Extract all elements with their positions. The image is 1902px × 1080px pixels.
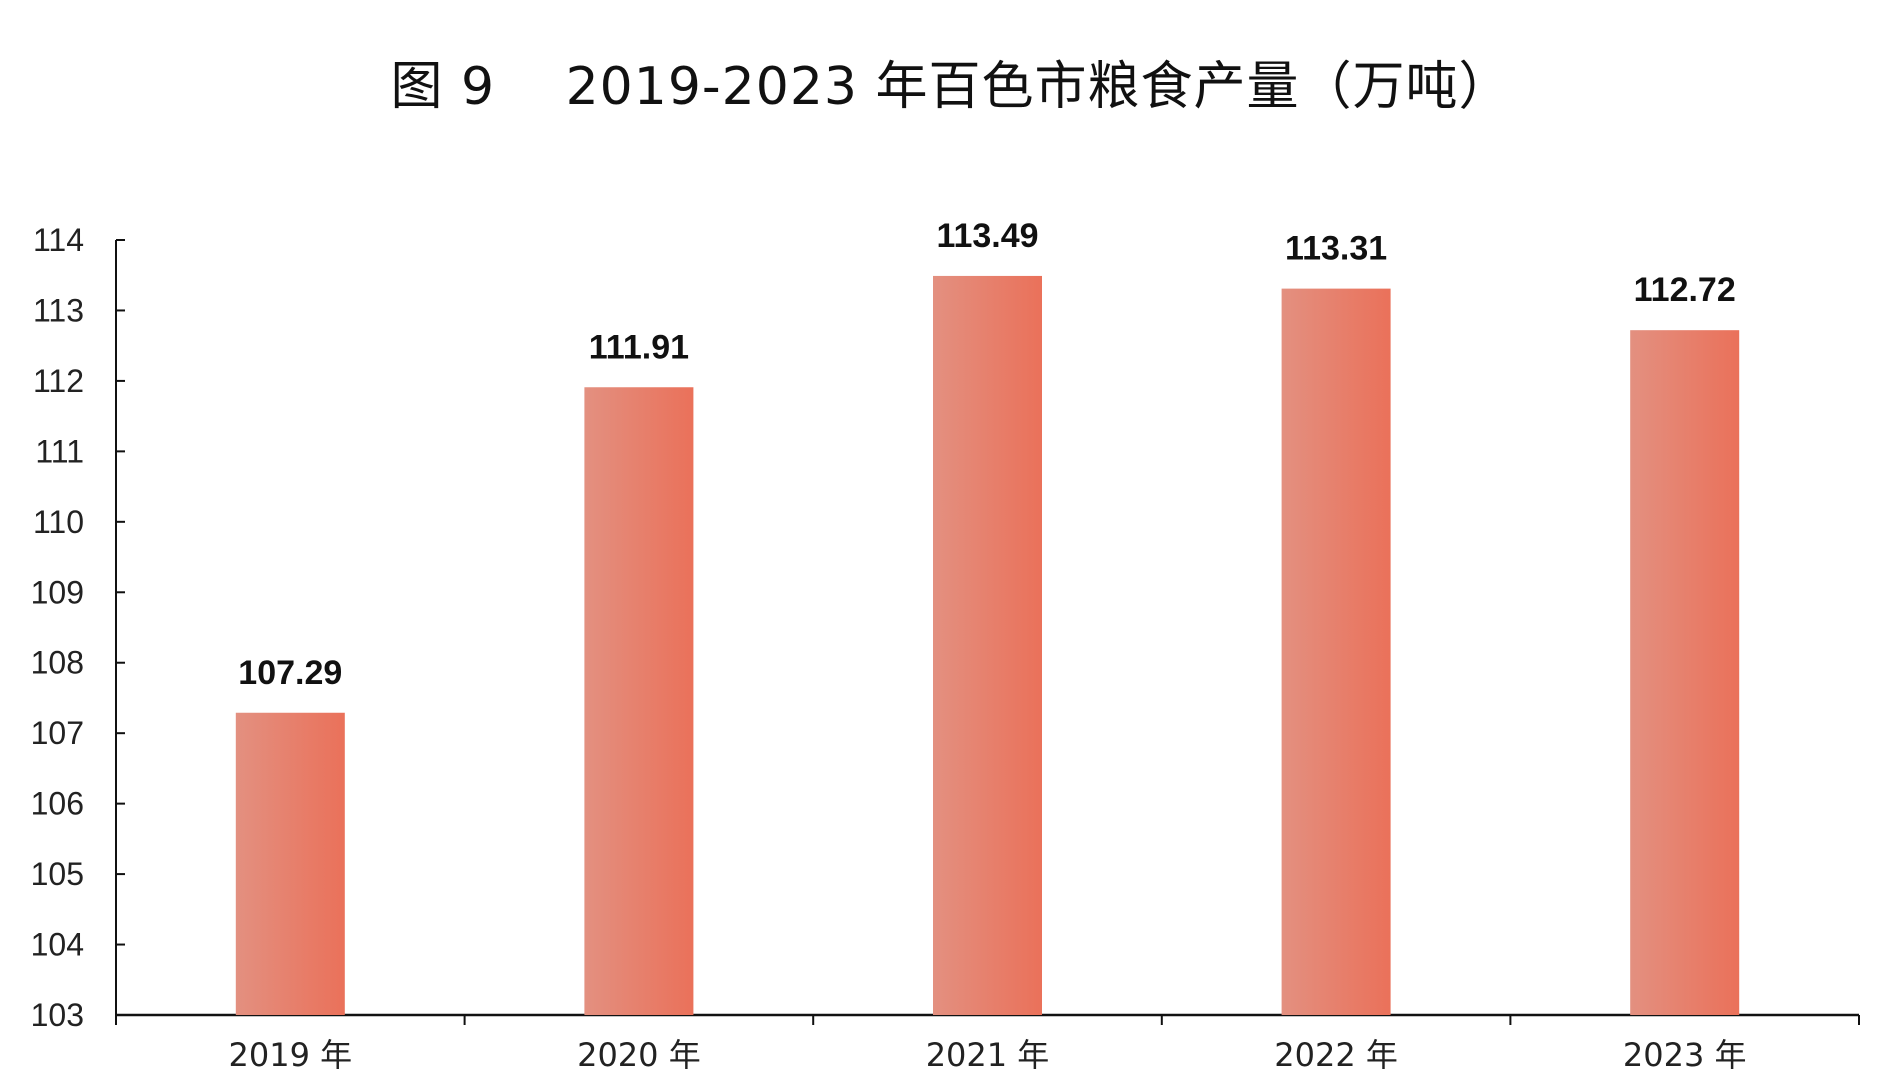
y-tick-label: 114 bbox=[33, 222, 84, 258]
data-label: 113.31 bbox=[1285, 230, 1387, 268]
y-tick-label: 112 bbox=[33, 363, 84, 399]
x-tick-label: 2021 年 bbox=[926, 1036, 1050, 1074]
x-tick-label: 2023 年 bbox=[1623, 1036, 1747, 1074]
data-labels: 107.29 111.91 113.49 113.31 112.72 bbox=[238, 217, 1735, 692]
y-tick-label: 110 bbox=[33, 504, 84, 540]
y-tick-label: 109 bbox=[31, 574, 84, 610]
data-label: 112.72 bbox=[1634, 271, 1736, 309]
y-tick-label: 107 bbox=[31, 715, 84, 751]
x-axis: 2019 年 2020 年 2021 年 2022 年 2023 年 bbox=[115, 1013, 1860, 1074]
data-label: 113.49 bbox=[936, 217, 1038, 255]
y-tick-label: 103 bbox=[31, 997, 84, 1033]
bar bbox=[235, 712, 345, 1015]
data-label: 111.91 bbox=[589, 328, 689, 366]
y-tick-label: 106 bbox=[31, 786, 84, 822]
x-tick-label: 2019 年 bbox=[228, 1036, 352, 1074]
y-tick-label: 104 bbox=[31, 927, 84, 963]
x-tick-label: 2020 年 bbox=[577, 1036, 701, 1074]
y-tick-label: 105 bbox=[31, 856, 84, 892]
x-tick-label: 2022 年 bbox=[1274, 1036, 1398, 1074]
bar bbox=[933, 275, 1042, 1015]
chart-title: 图 9 2019-2023 年百色市粮食产量（万吨） bbox=[390, 57, 1512, 117]
bar bbox=[1630, 330, 1740, 1015]
bar bbox=[584, 387, 694, 1015]
data-label: 107.29 bbox=[238, 654, 342, 692]
y-tick-label: 111 bbox=[35, 433, 84, 469]
bar bbox=[1281, 288, 1391, 1015]
y-tick-label: 108 bbox=[31, 645, 84, 681]
y-axis: 103 104 105 106 107 108 109 110 111 112 113 114 bbox=[31, 222, 125, 1033]
bars bbox=[235, 275, 1740, 1015]
y-tick-label: 113 bbox=[33, 292, 84, 328]
